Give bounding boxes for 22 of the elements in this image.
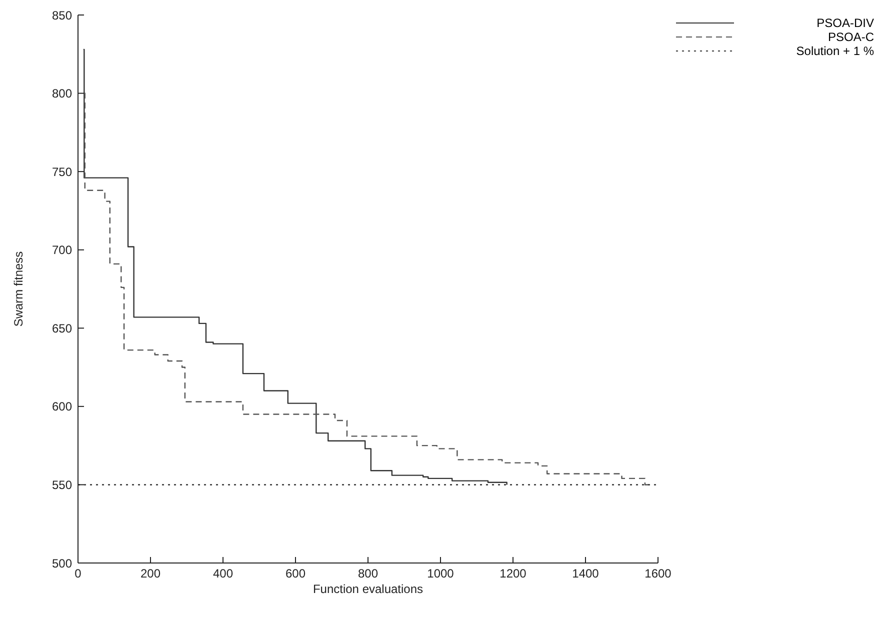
x-axis-title: Function evaluations [312,582,424,596]
y-tick-label: 800 [52,86,72,101]
text: PSOA-C [826,30,874,44]
text: Solution + 1 % [795,44,874,58]
y-axis-title: Swarm fitness [11,251,26,327]
y-tick-label: 700 [52,243,72,258]
y-tick-label: 550 [52,478,72,492]
x-tick-label: 600 [285,566,306,581]
y-tick-label: 600 [52,400,72,414]
y-tick-label: 850 [52,8,72,22]
x-tick-label: 1000 [427,566,454,581]
y-tick-label: 650 [52,321,72,336]
x-tick-label: 1600 [644,566,672,581]
y-tick-label: 750 [52,164,72,179]
text: PSOA-DIV [816,16,874,30]
x-tick-label: 1200 [500,566,527,581]
x-tick-label: 1400 [572,566,600,581]
x-tick-label: 400 [212,566,234,581]
x-tick-label: 200 [140,566,161,581]
x-tick-label: 0 [74,566,82,581]
y-tick-label: 500 [52,556,72,570]
x-tick-label: 800 [358,566,378,581]
